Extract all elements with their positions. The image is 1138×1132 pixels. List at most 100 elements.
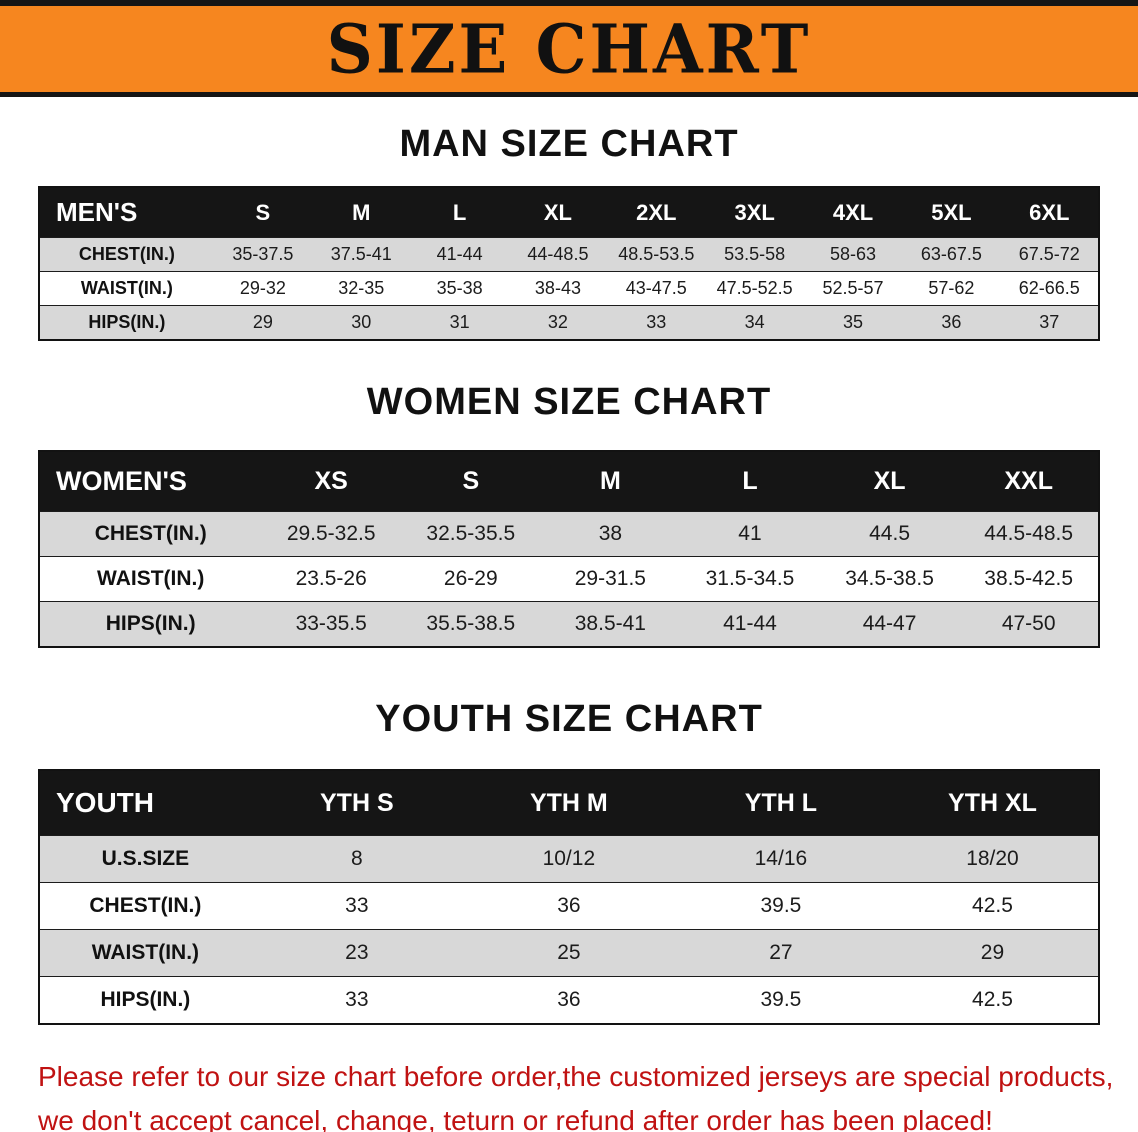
footnote-line-1: Please refer to our size chart before or…: [38, 1061, 1114, 1092]
value-cell: 36: [557, 894, 581, 917]
value-cell: 44.5: [869, 522, 910, 545]
value-cell: 32: [547, 312, 568, 332]
table-title-cell: MEN'S: [39, 187, 214, 238]
value-cell: 29-32: [239, 278, 286, 298]
size-column-header: XXL: [959, 451, 1099, 512]
row-label: HIPS(IN.): [88, 312, 166, 332]
size-column-header: L: [680, 451, 820, 512]
table-row: U.S.SIZE 8 10/12 14/16 18/20: [39, 835, 1099, 883]
size-column-header: YTH M: [462, 770, 675, 836]
value-cell: 33: [646, 312, 667, 332]
value-cell: 38-43: [534, 278, 581, 298]
value-cell: 14/16: [754, 847, 808, 870]
value-cell: 36: [557, 988, 581, 1011]
women-section-heading: WOMEN SIZE CHART: [366, 381, 772, 423]
value-cell: 27: [769, 941, 793, 964]
size-column-header: 2XL: [607, 187, 706, 238]
row-label: HIPS(IN.): [100, 988, 191, 1011]
value-cell: 38: [598, 522, 623, 545]
value-cell: 33-35.5: [295, 612, 367, 635]
value-cell: 29.5-32.5: [286, 522, 376, 545]
value-cell: 67.5-72: [1018, 244, 1080, 264]
row-label: HIPS(IN.): [105, 612, 196, 635]
size-column-header: S: [213, 187, 313, 238]
table-row: WAIST(IN.) 23.5-26 26-29 29-31.5 31.5-34.5 34…: [39, 556, 1099, 602]
table-row: CHEST(IN.) 29.5-32.5 32.5-35.5 38 41 44.5 44.5…: [39, 511, 1099, 557]
value-cell: 43-47.5: [625, 278, 687, 298]
value-cell: 57-62: [928, 278, 975, 298]
footnote: Please refer to our size chart before or…: [38, 1055, 1118, 1132]
row-label: WAIST(IN.): [97, 567, 205, 590]
women-size-table: WOMEN'S XS S M L XL XXL CHEST(IN.) 29.5-32.5 32.5…: [38, 450, 1100, 648]
table-header-row: WOMEN'S XS S M L XL XXL: [39, 451, 1099, 512]
banner: SIZE CHART: [0, 0, 1138, 97]
row-label: WAIST(IN.): [80, 278, 173, 298]
value-cell: 26-29: [443, 567, 498, 590]
value-cell: 10/12: [542, 847, 596, 870]
value-cell: 31.5-34.5: [705, 567, 795, 590]
value-cell: 33: [345, 894, 369, 917]
value-cell: 37.5-41: [330, 244, 392, 264]
size-column-header: M: [540, 451, 681, 512]
value-cell: 42.5: [972, 988, 1013, 1011]
value-cell: 36: [941, 312, 962, 332]
value-cell: 34: [744, 312, 765, 332]
row-label: WAIST(IN.): [91, 941, 200, 964]
value-cell: 62-66.5: [1018, 278, 1080, 298]
value-cell: 41: [738, 522, 762, 545]
section-women: WOMEN SIZE CHART WOMEN'S XS S M L XL XXL CHEST(…: [0, 381, 1138, 648]
table-title-cell: YOUTH: [39, 770, 251, 836]
value-cell: 41-44: [723, 612, 777, 635]
value-cell: 29: [252, 312, 273, 332]
table-row: HIPS(IN.) 33 36 39.5 42.5: [39, 976, 1099, 1024]
value-cell: 47-50: [1001, 612, 1056, 635]
value-cell: 37: [1039, 312, 1060, 332]
page-title: SIZE CHART: [326, 9, 812, 89]
youth-size-table: YOUTH YTH S YTH M YTH L YTH XL U.S.SIZE 8 10/12…: [38, 769, 1100, 1025]
value-cell: 44.5-48.5: [984, 522, 1074, 545]
value-cell: 38.5-41: [574, 612, 646, 635]
value-cell: 25: [557, 941, 581, 964]
value-cell: 44-48.5: [527, 244, 589, 264]
size-column-header: 4XL: [803, 187, 903, 238]
value-cell: 39.5: [760, 894, 802, 917]
section-men: MAN SIZE CHART MEN'S S M L XL 2XL 3XL 4XL 5XL 6XL…: [0, 123, 1138, 341]
men-size-table: MEN'S S M L XL 2XL 3XL 4XL 5XL 6XL CHEST(IN.) 35-37…: [38, 186, 1100, 341]
youth-section-heading: YOUTH SIZE CHART: [375, 698, 763, 740]
value-cell: 52.5-57: [822, 278, 884, 298]
size-column-header: M: [312, 187, 411, 238]
size-column-header: YTH XL: [886, 770, 1099, 836]
size-column-header: S: [400, 451, 541, 512]
row-label: CHEST(IN.): [94, 522, 207, 545]
size-column-header: 5XL: [902, 187, 1001, 238]
value-cell: 23.5-26: [295, 567, 367, 590]
size-column-header: 3XL: [705, 187, 804, 238]
value-cell: 38.5-42.5: [984, 567, 1074, 590]
value-cell: 47.5-52.5: [716, 278, 793, 298]
value-cell: 33: [345, 988, 369, 1011]
value-cell: 34.5-38.5: [845, 567, 934, 590]
value-cell: 39.5: [760, 988, 802, 1011]
table-title-cell: WOMEN'S: [39, 451, 262, 512]
size-column-header: L: [410, 187, 509, 238]
value-cell: 29: [980, 941, 1005, 964]
size-column-header: YTH S: [250, 770, 463, 836]
size-column-header: XS: [261, 451, 401, 512]
row-label: CHEST(IN.): [89, 894, 202, 917]
value-cell: 32-35: [338, 278, 385, 298]
size-column-header: 6XL: [1000, 187, 1099, 238]
table-row: WAIST(IN.) 23 25 27 29: [39, 929, 1099, 977]
table-row: WAIST(IN.) 29-32 32-35 35-38 38-43 43-47.5 47.…: [39, 271, 1099, 306]
value-cell: 35-37.5: [232, 244, 294, 264]
value-cell: 63-67.5: [920, 244, 982, 264]
value-cell: 8: [350, 847, 363, 870]
value-cell: 35-38: [436, 278, 483, 298]
value-cell: 23: [345, 941, 369, 964]
value-cell: 53.5-58: [724, 244, 786, 264]
table-row: CHEST(IN.) 33 36 39.5 42.5: [39, 882, 1099, 930]
row-label: U.S.SIZE: [101, 847, 190, 870]
value-cell: 29-31.5: [574, 567, 646, 590]
section-youth: YOUTH SIZE CHART YOUTH YTH S YTH M YTH L YTH…: [0, 698, 1138, 1025]
value-cell: 42.5: [972, 894, 1013, 917]
